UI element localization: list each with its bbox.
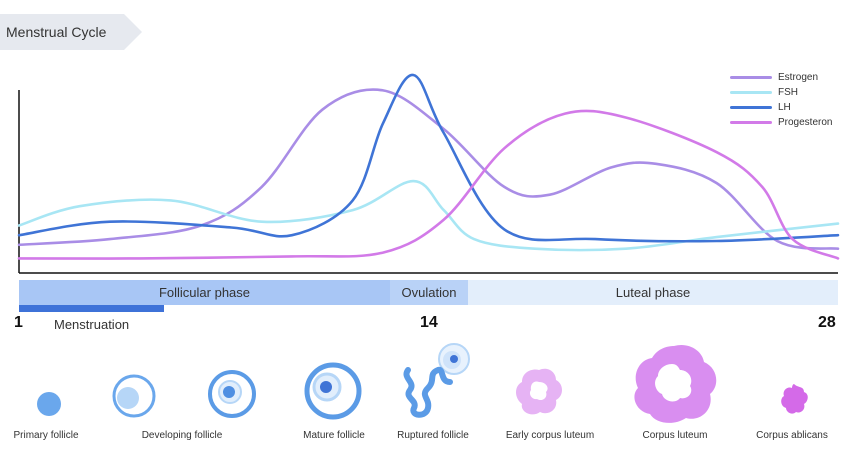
developing-follicle-icon-2 xyxy=(208,370,256,418)
stage-label-corpus-luteum: Corpus luteum xyxy=(642,430,708,441)
legend: Estrogen FSH LH Progesteron xyxy=(730,70,832,130)
early-corpus-luteum-icon xyxy=(516,368,562,415)
primary-follicle-icon xyxy=(37,392,61,416)
legend-swatch-fsh xyxy=(730,91,772,94)
developing-follicle-icon xyxy=(112,374,156,418)
ovulation-phase-label: Ovulation xyxy=(401,285,457,300)
stage-label-ruptured-follicle: Ruptured follicle xyxy=(397,430,469,441)
hormone-chart xyxy=(17,73,840,274)
legend-label-lh: LH xyxy=(778,102,791,113)
series-line-lh xyxy=(17,73,840,243)
menstruation-bar xyxy=(19,305,164,312)
day-label-mid: 14 xyxy=(420,314,438,331)
ovulation-phase-band: Ovulation xyxy=(390,280,468,305)
luteal-phase-band: Luteal phase xyxy=(468,280,838,305)
corpus-albicans-icon xyxy=(781,384,808,414)
legend-swatch-estrogen xyxy=(730,76,772,79)
day-label-start: 1 xyxy=(14,314,23,331)
follicular-phase-band: Follicular phase xyxy=(19,280,390,305)
follicular-phase-label: Follicular phase xyxy=(158,285,251,300)
stage-label-mature-follicle: Mature follicle xyxy=(303,430,365,441)
legend-item-estrogen: Estrogen xyxy=(730,70,832,85)
day-label-end: 28 xyxy=(818,314,836,331)
luteal-phase-label: Luteal phase xyxy=(615,285,691,300)
stage-label-primary-follicle: Primary follicle xyxy=(13,430,79,441)
menstruation-label: Menstruation xyxy=(54,317,130,332)
corpus-luteum-icon xyxy=(634,344,717,423)
page-title: Menstrual Cycle xyxy=(0,14,142,50)
page-title-text: Menstrual Cycle xyxy=(6,24,107,40)
legend-item-lh: LH xyxy=(730,100,832,115)
series-line-progesteron xyxy=(17,109,840,260)
ruptured-follicle-icon xyxy=(403,343,470,418)
mature-follicle-icon xyxy=(304,362,362,420)
legend-label-estrogen: Estrogen xyxy=(778,72,819,83)
series-layer xyxy=(17,73,840,260)
legend-swatch-lh xyxy=(730,106,772,109)
stage-label-corpus-albicans: Corpus ablicans xyxy=(756,430,828,441)
legend-label-fsh: FSH xyxy=(778,87,798,98)
stage-label-early-corpus-luteum: Early corpus luteum xyxy=(505,430,595,441)
legend-label-progesterone: Progesteron xyxy=(778,117,833,128)
legend-item-fsh: FSH xyxy=(730,85,832,100)
stage-label-developing-follicle: Developing follicle xyxy=(141,430,223,441)
legend-swatch-progesterone xyxy=(730,121,772,124)
series-line-fsh xyxy=(17,179,840,252)
legend-item-progesterone: Progesteron xyxy=(730,115,832,130)
series-line-estrogen xyxy=(17,88,840,250)
